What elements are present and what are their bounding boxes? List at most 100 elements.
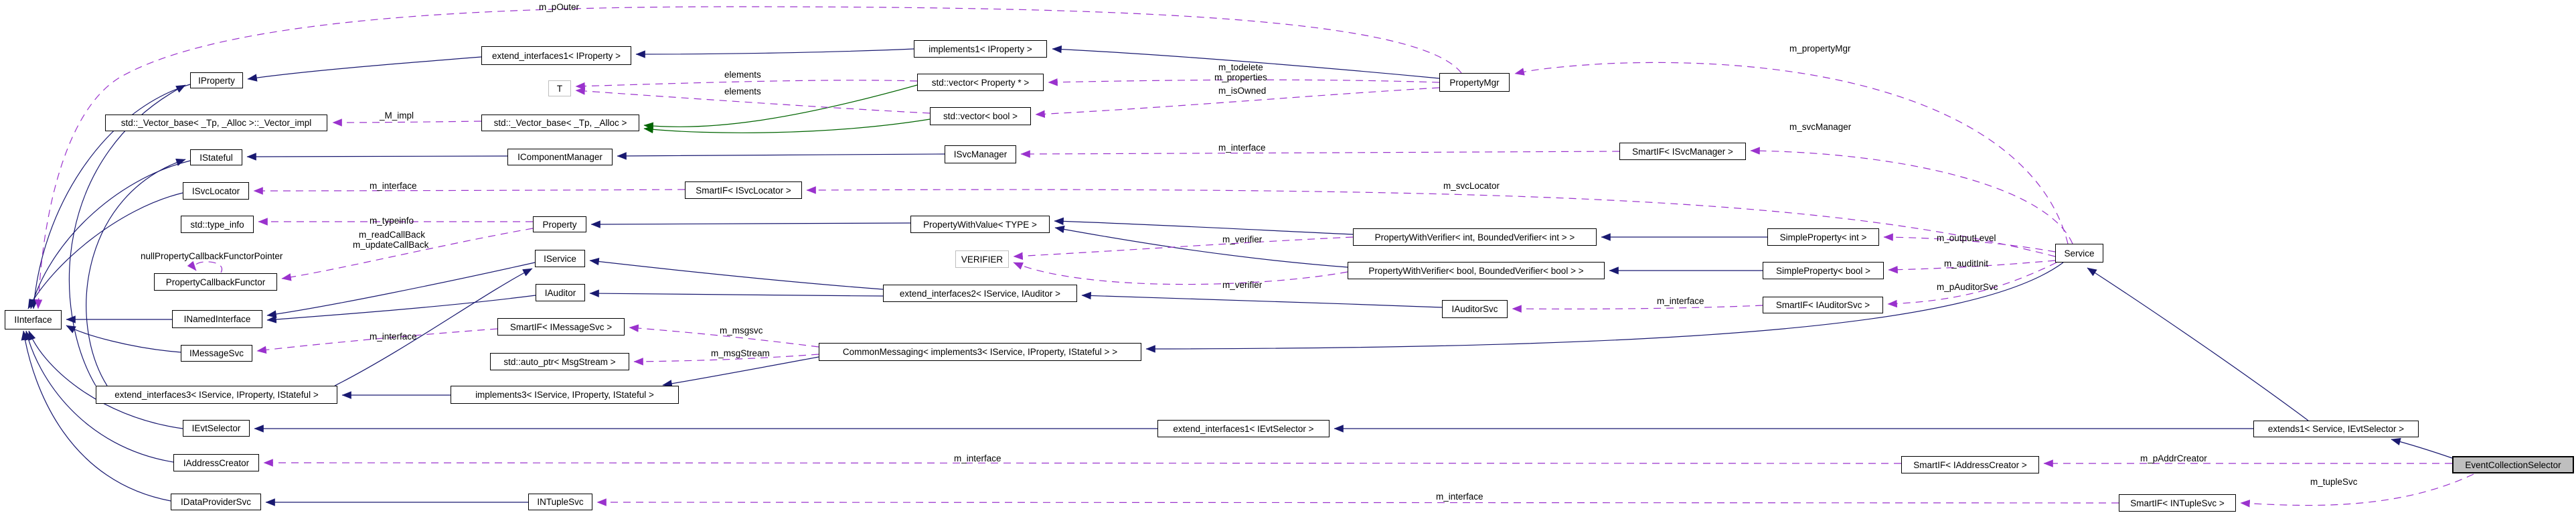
node-iauditorsvc[interactable]: IAuditorSvc	[1442, 300, 1508, 318]
node-propertycallbackfunctor[interactable]: PropertyCallbackFunctor	[154, 273, 277, 291]
node-smartif-isvcmanager[interactable]: SmartIF< ISvcManager >	[1619, 143, 1746, 160]
node-iproperty[interactable]: IProperty	[190, 72, 243, 88]
edge-minterface-smartifimessagesvc	[256, 328, 498, 354]
edge-vectorbool-to-vectorbase	[643, 119, 931, 134]
node-smartif-intuplesvc[interactable]: SmartIF< INTupleSvc >	[2119, 494, 2236, 512]
edge-mmsgsvc	[629, 324, 819, 348]
edge-extendinterfaces3-to-iservice	[334, 268, 533, 386]
edge-label-elements-1: elements	[724, 70, 761, 80]
edge-label-m-svcmanager: m_svcManager	[1789, 122, 1852, 132]
edge-mverifier-int	[1013, 236, 1354, 261]
node-extend-interfaces3[interactable]: extend_interfaces3< IService, IProperty,…	[96, 386, 337, 404]
node-pwv-bool[interactable]: PropertyWithVerifier< bool, BoundedVerif…	[1348, 262, 1605, 279]
edge-elements-vectorproperty-to-t	[575, 80, 918, 90]
edge-mverifier-bool	[1013, 262, 1348, 285]
node-iauditor[interactable]: IAuditor	[536, 284, 585, 301]
edge-mtuplesvc	[2240, 473, 2474, 508]
node-vector-bool[interactable]: std::vector< bool >	[930, 107, 1031, 125]
node-inamedinterface[interactable]: INamedInterface	[172, 310, 262, 328]
node-vector-base[interactable]: std::_Vector_base< _Tp, _Alloc >	[481, 115, 639, 131]
edge-mmsgstream	[633, 354, 819, 366]
node-smartif-imessagesvc[interactable]: SmartIF< IMessageSvc >	[497, 318, 625, 336]
edge-label-m-outputlevel: m_outputLevel	[1937, 233, 1996, 243]
edge-msvclocator	[806, 186, 2056, 257]
node-smartif-isvclocator[interactable]: SmartIF< ISvcLocator >	[685, 181, 802, 199]
node-vector-impl[interactable]: std::_Vector_base< _Tp, _Alloc >::_Vecto…	[105, 115, 327, 131]
node-ievtselector[interactable]: IEvtSelector	[183, 420, 250, 437]
edge-minterface-smartifisvcmanager	[1020, 150, 1620, 158]
edge-vectorproperty-to-vectorbase	[643, 84, 918, 130]
edge-iauditor-to-inamedinterface	[266, 295, 536, 323]
edge-label-m-interface-iauditorsvc: m_interface	[1657, 296, 1704, 306]
edge-label-m-pauditorsvc: m_pAuditorSvc	[1937, 282, 1998, 292]
edge-label-m-interface-imessagesvc: m_interface	[370, 331, 417, 342]
node-simpleproperty-int[interactable]: SimpleProperty< int >	[1767, 228, 1879, 246]
node-auto-ptr-msgstream[interactable]: std::auto_ptr< MsgStream >	[490, 353, 629, 370]
node-implements1-iproperty[interactable]: implements1< IProperty >	[914, 40, 1047, 58]
node-propertymgr[interactable]: PropertyMgr	[1439, 73, 1510, 92]
edge-label-m-svclocator: m_svcLocator	[1443, 181, 1500, 191]
node-smartif-iauditorsvc[interactable]: SmartIF< IAuditorSvc >	[1763, 297, 1883, 313]
edge-minterface-smartifisvclocator	[253, 187, 686, 195]
edge-propertymgr-to-implements1	[1052, 45, 1440, 79]
edge-isvcmanager-to-icomponentmanager	[617, 152, 945, 160]
node-iinterface[interactable]: IInterface	[5, 310, 62, 329]
edge-mreadcallback-mupdatecallback	[281, 228, 534, 281]
node-idataprovidersvc[interactable]: IDataProviderSvc	[171, 494, 261, 510]
node-istateful[interactable]: IStateful	[190, 149, 242, 165]
edge-label-m-verifier-1: m_verifier	[1222, 234, 1263, 244]
node-propertywithvalue[interactable]: PropertyWithValue< TYPE >	[910, 216, 1050, 233]
edge-minterface-smartifintuplesvc	[596, 498, 2119, 506]
node-imessagesvc[interactable]: IMessageSvc	[181, 345, 252, 362]
edge-label-m-interface-isvcmanager: m_interface	[1218, 143, 1266, 153]
edge-label-m-isowned: m_isOwned	[1218, 86, 1267, 96]
edge-icomponentmanager-to-istateful	[246, 153, 508, 161]
node-t: T	[548, 80, 571, 96]
node-type-info[interactable]: std::type_info	[181, 216, 254, 233]
node-iaddresscreator[interactable]: IAddressCreator	[173, 454, 259, 471]
edge-elements-vectorbool-to-t	[575, 87, 931, 114]
node-commonmessaging[interactable]: CommonMessaging< implements3< IService, …	[819, 343, 1141, 361]
edge-isvclocator-to-iinterface	[27, 192, 183, 309]
node-pwv-int[interactable]: PropertyWithVerifier< int, BoundedVerifi…	[1353, 228, 1597, 246]
edge-label-m-msgsvc: m_msgsvc	[720, 325, 763, 336]
node-extend-interfaces1-iproperty[interactable]: extend_interfaces1< IProperty >	[481, 46, 631, 65]
edge-iservice-to-inamedinterface	[266, 262, 536, 318]
edge-implements1-to-extendinterfaces1-iproperty	[635, 48, 914, 58]
edge-label-m-typeinfo: m_typeinfo	[370, 216, 414, 226]
edge-msvcmanager	[1750, 147, 2073, 244]
edge-extendinterfaces2-to-iauditor	[589, 289, 884, 297]
edge-label-m-todelete: m_todelete	[1218, 62, 1263, 72]
node-eventcollectionselector: EventCollectionSelector	[2452, 456, 2574, 473]
node-simpleproperty-bool[interactable]: SimpleProperty< bool >	[1763, 262, 1884, 279]
edge-imessagesvc-to-iinterface	[66, 325, 181, 353]
edge-label-m-interface-isvclocator: m_interface	[370, 181, 417, 191]
edge-mauditinit	[1888, 260, 2056, 274]
node-extends1[interactable]: extends1< Service, IEvtSelector >	[2253, 421, 2419, 437]
edge-istateful-to-iinterface	[29, 160, 191, 309]
node-isvclocator[interactable]: ISvcLocator	[183, 182, 249, 200]
node-smartif-iaddresscreator[interactable]: SmartIF< IAddressCreator >	[1901, 456, 2039, 473]
node-icomponentmanager[interactable]: IComponentManager	[507, 149, 613, 165]
edge-mpropertymgr	[1514, 62, 2069, 244]
edge-minterface-smartifiauditorsvc	[1512, 305, 1763, 313]
node-intuplesvc[interactable]: INTupleSvc	[528, 494, 592, 510]
edge-label-nullpropertycallbackfunctorpointer: nullPropertyCallbackFunctorPointer	[141, 251, 283, 261]
node-isvcmanager[interactable]: ISvcManager	[945, 145, 1016, 163]
edge-idataprovidersvc-to-iinterface	[21, 330, 171, 502]
edge-iproperty-to-iinterface	[30, 84, 191, 309]
node-vector-property[interactable]: std::vector< Property * >	[917, 74, 1044, 91]
node-iservice[interactable]: IService	[535, 250, 585, 267]
node-property[interactable]: Property	[533, 216, 586, 232]
edge-extendinterfaces1-to-iproperty	[247, 56, 482, 82]
node-service[interactable]: Service	[2055, 244, 2103, 263]
node-verifier: VERIFIER	[955, 250, 1009, 268]
node-extend-interfaces2[interactable]: extend_interfaces2< IService, IAuditor >	[883, 285, 1077, 302]
edge-label-elements-2: elements	[724, 86, 761, 96]
edge-label-m-propertymgr: m_propertyMgr	[1789, 44, 1851, 54]
node-implements3[interactable]: implements3< IService, IProperty, IState…	[451, 386, 679, 404]
edge-propertywithvalue-to-property	[590, 220, 911, 228]
edge-commonmessaging-to-implements3	[662, 356, 819, 388]
node-extend-interfaces1-ievtselector[interactable]: extend_interfaces1< IEvtSelector >	[1157, 420, 1330, 437]
